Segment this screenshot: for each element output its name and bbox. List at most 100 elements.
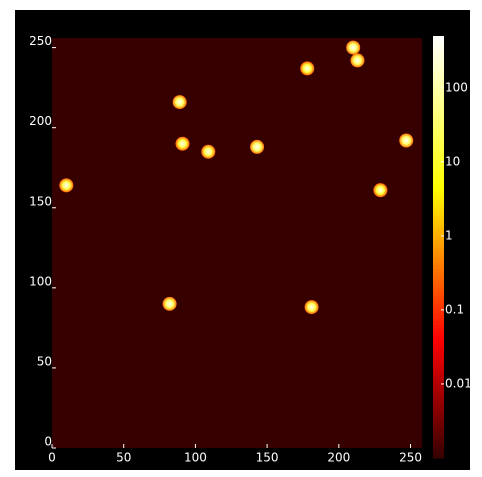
colorbar-segment [433,131,444,135]
colorbar-segment [433,163,444,167]
colorbar-segment [433,356,444,360]
colorbar-segment [433,384,444,388]
colorbar-segment [433,75,444,79]
colorbar-segment [433,412,444,416]
y-tick-label: 250 [29,34,52,48]
colorbar-segment [433,222,444,226]
colorbar-segment [433,120,444,124]
colorbar-tick-label: 0.1 [445,302,464,316]
colorbar-segment [433,317,444,321]
chart: 0501001502002500501001502002500.010.1110… [0,0,482,477]
colorbar-segment [433,149,444,153]
colorbar-segment [433,142,444,146]
colorbar-segment [433,127,444,131]
colorbar-segment [433,423,444,427]
colorbar-segment [433,395,444,399]
colorbar-segment [433,194,444,198]
colorbar-segment [433,96,444,100]
colorbar-segment [433,258,444,262]
colorbar-segment [433,138,444,142]
colorbar-segment [433,426,444,430]
colorbar-segment [433,370,444,374]
colorbar-segment [433,286,444,290]
colorbar-segment [433,451,444,455]
blob [59,178,73,192]
colorbar-segment [433,170,444,174]
colorbar-segment [433,159,444,163]
blob [346,41,360,55]
colorbar-segment [433,328,444,332]
colorbar-segment [433,349,444,353]
colorbar-segment [433,293,444,297]
colorbar-segment [433,243,444,247]
colorbar-segment [433,416,444,420]
blob [373,183,387,197]
y-tick-label: 0 [44,435,52,449]
colorbar-segment [433,50,444,54]
x-tick-label: 50 [116,451,131,465]
y-tick-label: 50 [37,354,52,368]
colorbar-segment [433,454,444,458]
colorbar-segment [433,402,444,406]
heatmap-background [52,38,422,448]
blob [176,137,190,151]
colorbar-segment [433,110,444,114]
colorbar-segment [433,338,444,342]
colorbar-segment [433,321,444,325]
colorbar-segment [433,391,444,395]
colorbar-segment [433,342,444,346]
blob [399,134,413,148]
colorbar-segment [433,187,444,191]
colorbar-segment [433,300,444,304]
colorbar-tick-label: 10 [445,154,460,168]
colorbar-segment [433,236,444,240]
colorbar-tick-label: 1 [445,228,453,242]
colorbar-segment [433,89,444,93]
colorbar-segment [433,208,444,212]
colorbar-segment [433,440,444,444]
x-tick-label: 150 [256,451,279,465]
blob [163,297,177,311]
colorbar-segment [433,166,444,170]
colorbar-segment [433,180,444,184]
colorbar-segment [433,254,444,258]
colorbar-segment [433,447,444,451]
colorbar-segment [433,240,444,244]
colorbar-segment [433,184,444,188]
colorbar-segment [433,106,444,110]
colorbar-segment [433,279,444,283]
y-tick-label: 200 [29,114,52,128]
colorbar-segment [433,335,444,339]
colorbar-segment [433,36,444,40]
colorbar-segment [433,145,444,149]
colorbar-segment [433,68,444,72]
blob [300,61,314,75]
colorbar-segment [433,64,444,68]
colorbar-segment [433,345,444,349]
colorbar-segment [433,419,444,423]
colorbar-segment [433,444,444,448]
colorbar-segment [433,261,444,265]
colorbar-segment [433,272,444,276]
colorbar-segment [433,61,444,65]
colorbar-segment [433,205,444,209]
colorbar-segment [433,54,444,58]
colorbar-segment [433,156,444,160]
colorbar-segment [433,377,444,381]
colorbar-segment [433,303,444,307]
blob [305,300,319,314]
colorbar-segment [433,40,444,44]
blob [173,95,187,109]
colorbar-segment [433,134,444,138]
colorbar-segment [433,437,444,441]
colorbar-segment [433,57,444,61]
colorbar-segment [433,363,444,367]
blob [201,145,215,159]
colorbar-segment [433,229,444,233]
colorbar-segment [433,215,444,219]
colorbar-segment [433,99,444,103]
colorbar-segment [433,282,444,286]
colorbar-segment [433,314,444,318]
colorbar-segment [433,113,444,117]
colorbar-segment [433,324,444,328]
